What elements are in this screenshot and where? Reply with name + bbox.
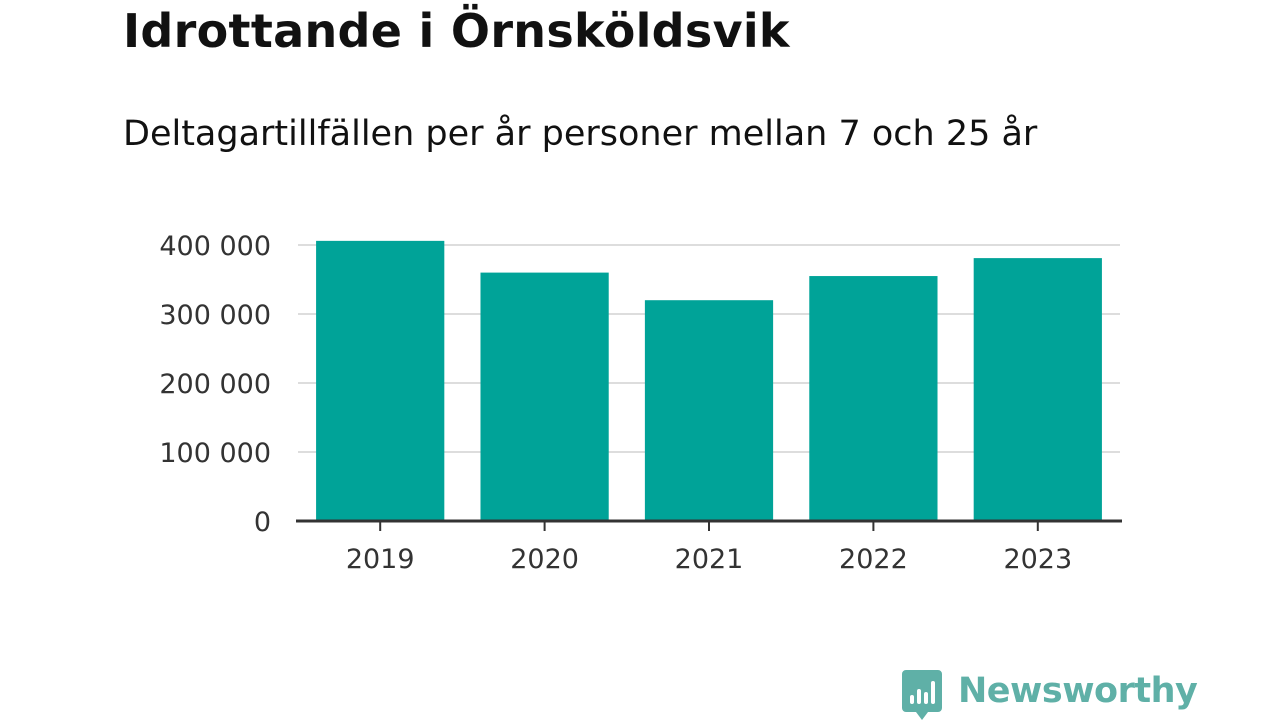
x-tick-label-2022: 2022 xyxy=(839,544,908,575)
bars xyxy=(316,240,1102,522)
bar-chart: 0 100 000 200 000 300 000 400 000 2019 2020 202… xyxy=(159,231,1122,575)
newsworthy-logo: Newsworthy xyxy=(902,670,1198,720)
bar-2021 xyxy=(644,300,774,521)
bar-2023 xyxy=(973,258,1102,521)
bar-2022 xyxy=(809,276,938,521)
chart-subtitle: Deltagartillfällen per år personer mella… xyxy=(123,114,1038,154)
axes xyxy=(296,519,1122,531)
x-tick-label-2021: 2021 xyxy=(675,544,744,575)
y-tick-label: 200 000 xyxy=(159,369,271,400)
y-tick-label: 400 000 xyxy=(159,231,271,262)
x-tick-label-2019: 2019 xyxy=(346,544,415,575)
brand-name: Newsworthy xyxy=(958,671,1198,711)
y-tick-label: 0 xyxy=(254,507,271,538)
bar-2020 xyxy=(480,272,609,521)
tick-labels: 0 100 000 200 000 300 000 400 000 2019 2020 202… xyxy=(159,231,1072,575)
chart-title: Idrottande i Örnsköldsvik xyxy=(123,4,790,58)
bar-2019 xyxy=(316,240,445,522)
x-tick-label-2023: 2023 xyxy=(1003,544,1072,575)
newsworthy-logo-icon xyxy=(902,670,942,720)
y-tick-label: 100 000 xyxy=(159,438,271,469)
x-tick-label-2020: 2020 xyxy=(510,544,579,575)
y-tick-label: 300 000 xyxy=(159,300,271,331)
